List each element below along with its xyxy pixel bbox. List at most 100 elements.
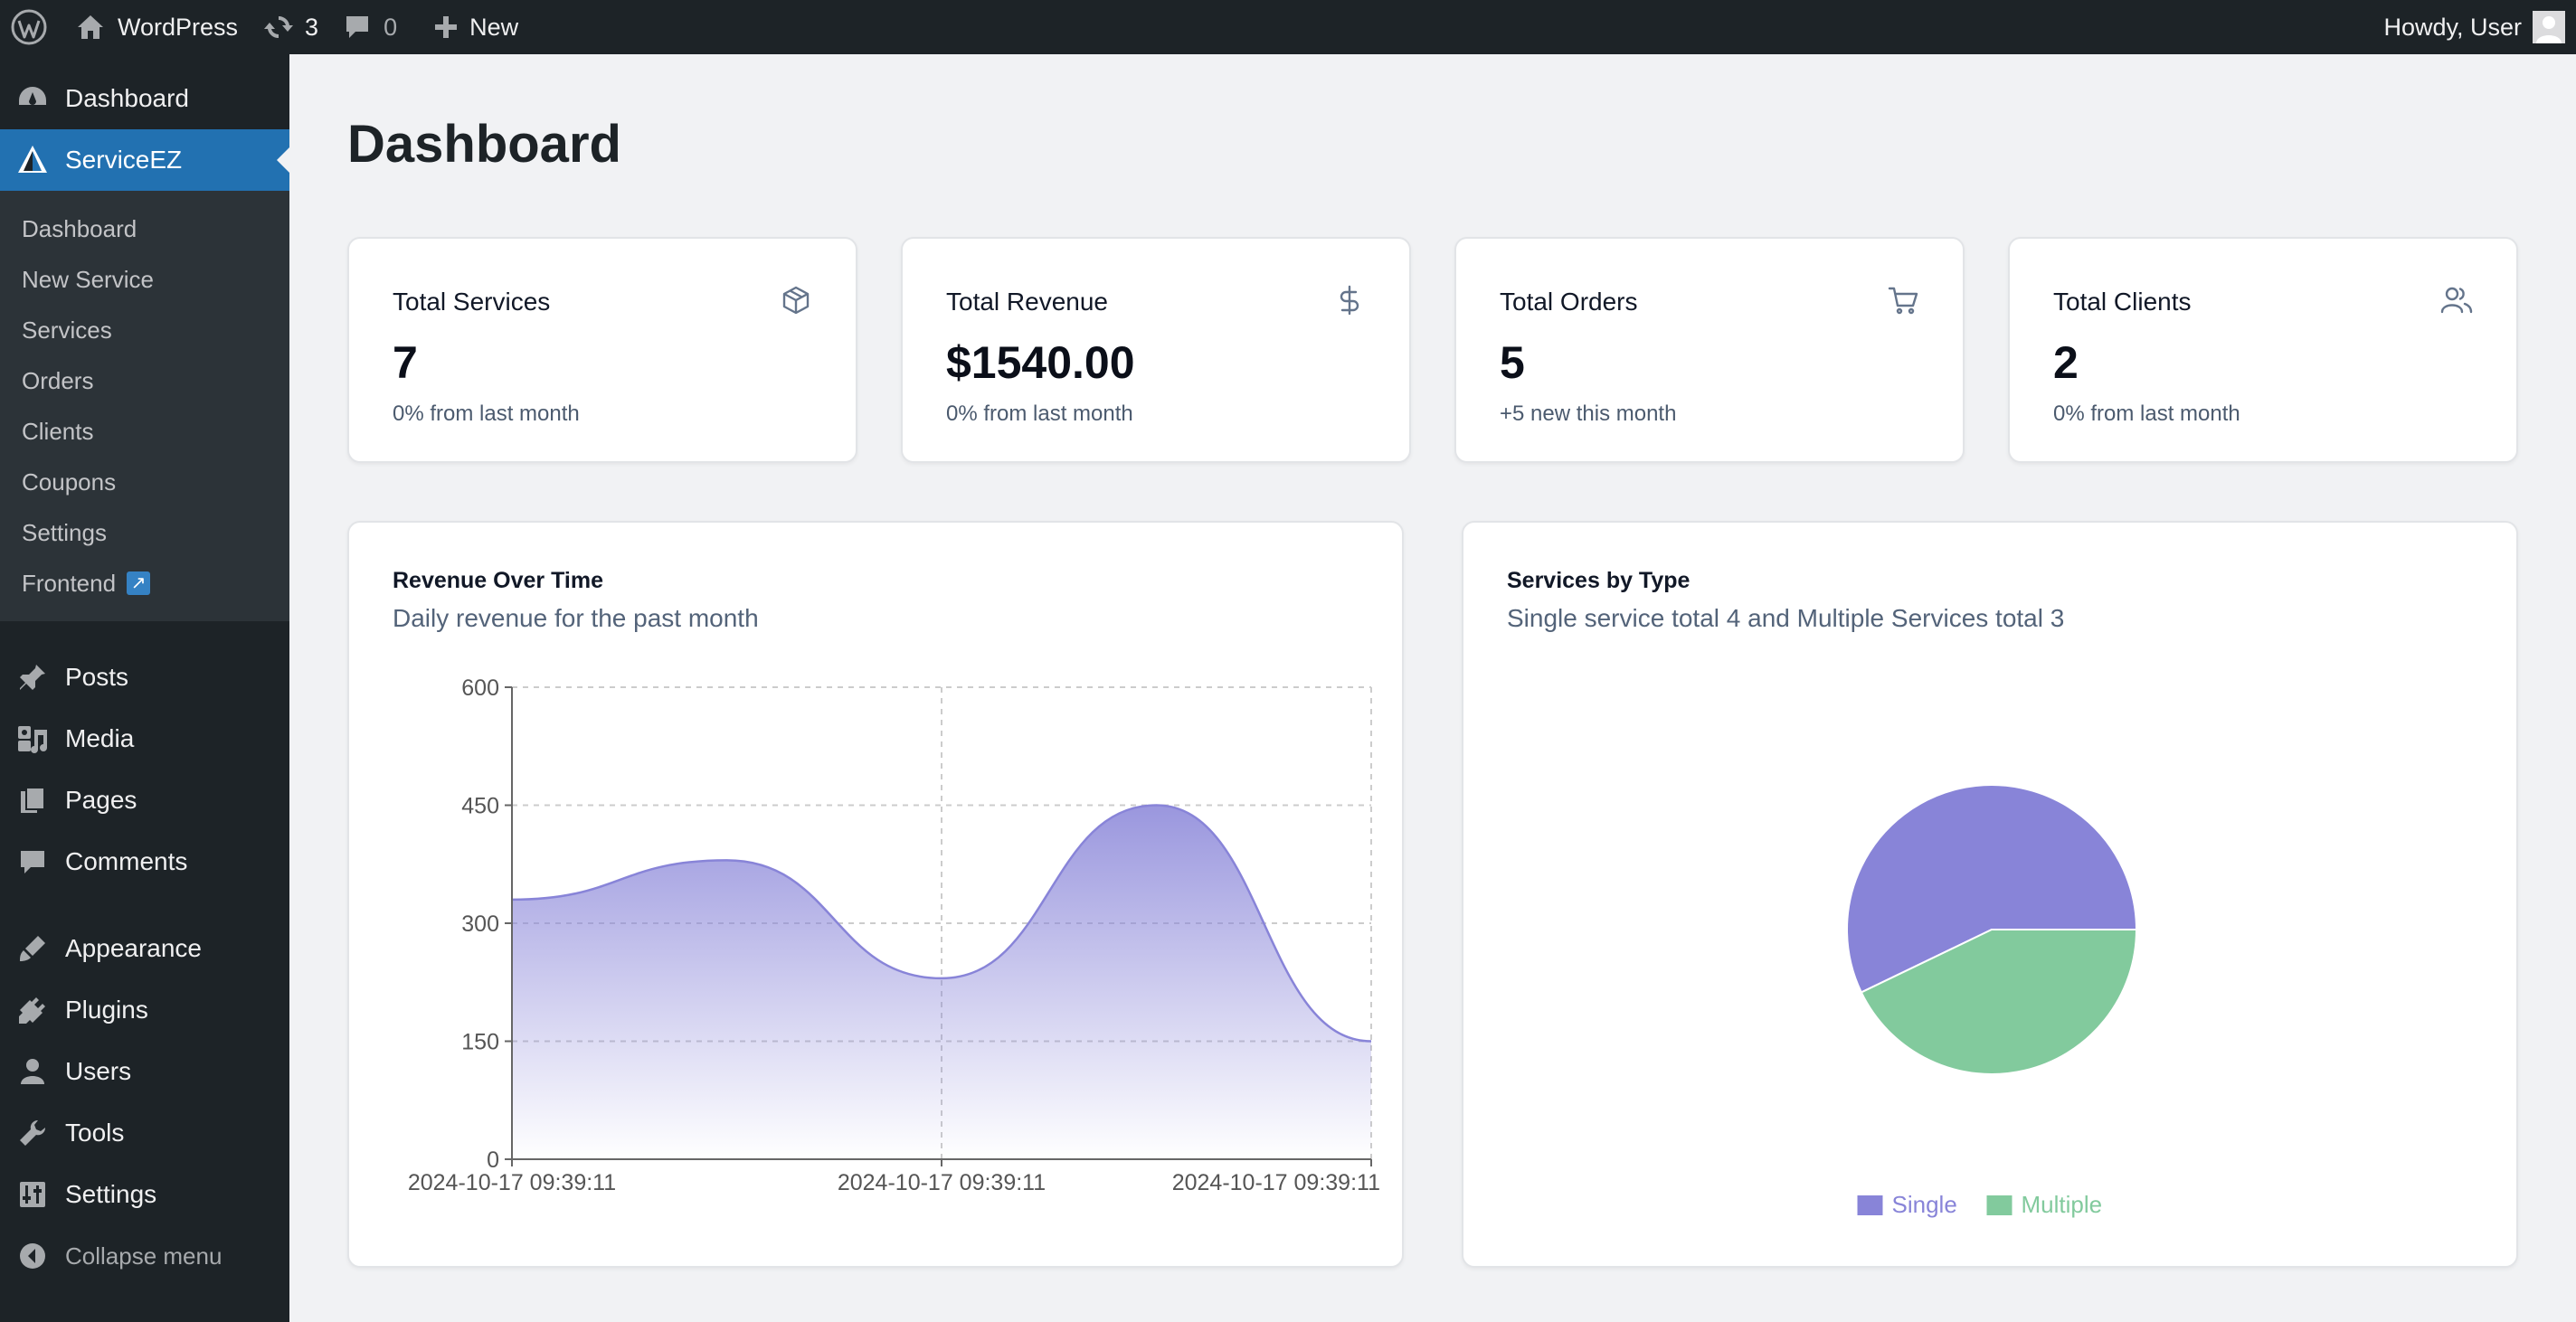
pie-slice-multiple [1860, 929, 2138, 1075]
media-icon [16, 722, 49, 755]
gauge-icon [16, 82, 49, 115]
menu-label: Collapse menu [65, 1242, 223, 1270]
menu-dashboard[interactable]: Dashboard [0, 68, 289, 129]
updates-count: 3 [305, 13, 319, 41]
avatar [2533, 11, 2565, 43]
menu-label: Posts [65, 663, 129, 691]
stat-title: Total Revenue [946, 288, 1109, 316]
submenu-settings[interactable]: Settings [0, 507, 289, 558]
chart-subtitle: Single service total 4 and Multiple Serv… [1507, 604, 2065, 632]
menu-tools[interactable]: Tools [0, 1102, 289, 1164]
comment-icon [16, 845, 49, 878]
settings-sliders-icon [16, 1178, 49, 1211]
comments-link[interactable]: 0 [331, 0, 410, 54]
pie-slice-single [1846, 784, 2138, 994]
submenu-clients[interactable]: Clients [0, 406, 289, 457]
menu-label: Tools [65, 1119, 125, 1147]
stat-value: $1540.00 [946, 337, 1135, 388]
legend-label: Multiple [2022, 1191, 2103, 1218]
submenu-dashboard[interactable]: Dashboard [0, 203, 289, 254]
stat-subtext: +5 new this month [1500, 401, 1677, 426]
menu-pages[interactable]: Pages [0, 770, 289, 831]
pages-icon [16, 784, 49, 817]
menu-label: Settings [65, 1180, 157, 1208]
external-link-icon: ↗ [127, 571, 151, 595]
plus-icon [433, 14, 459, 40]
chart-title: Revenue Over Time [393, 568, 603, 593]
stat-card-revenue: Total Revenue $1540.00 0% from last mont… [901, 237, 1411, 463]
submenu-orders[interactable]: Orders [0, 355, 289, 406]
users-icon [2440, 284, 2473, 316]
collapse-menu-button[interactable]: Collapse menu [0, 1225, 289, 1287]
x-tick-label: 2024-10-17 09:39:11 [408, 1170, 616, 1195]
page-title: Dashboard [347, 115, 621, 174]
account-menu[interactable]: Howdy, User [2371, 0, 2576, 54]
new-content-link[interactable]: New [421, 0, 531, 54]
legend-swatch [1857, 1195, 1883, 1215]
x-tick-label: 2024-10-17 09:39:11 [838, 1170, 1046, 1195]
menu-label: Dashboard [65, 84, 189, 112]
y-tick-label: 150 [461, 1030, 499, 1055]
menu-comments[interactable]: Comments [0, 831, 289, 892]
wordpress-logo-icon[interactable] [0, 0, 63, 54]
x-tick-label: 2024-10-17 09:39:11 [1172, 1170, 1380, 1195]
stat-card-clients: Total Clients 2 0% from last month [2008, 237, 2518, 463]
submenu-label: Orders [22, 366, 94, 394]
legend-swatch [1986, 1195, 2012, 1215]
serviceez-submenu: Dashboard New Service Services Orders Cl… [0, 191, 289, 621]
submenu-frontend[interactable]: Frontend ↗ [0, 558, 289, 609]
menu-media[interactable]: Media [0, 708, 289, 770]
box-icon [780, 284, 812, 316]
submenu-label: Clients [22, 417, 94, 445]
submenu-coupons[interactable]: Coupons [0, 457, 289, 507]
updates-icon [263, 13, 294, 42]
menu-posts[interactable]: Posts [0, 647, 289, 708]
stat-subtext: 0% from last month [946, 401, 1133, 426]
menu-serviceez[interactable]: ServiceEZ [0, 129, 289, 191]
revenue-series-line [511, 804, 1372, 1043]
cart-icon [1887, 284, 1919, 316]
stat-title: Total Orders [1500, 288, 1638, 316]
stat-title: Total Clients [2053, 288, 2192, 316]
menu-plugins[interactable]: Plugins [0, 979, 289, 1041]
menu-label: ServiceEZ [65, 146, 183, 174]
serviceez-logo-icon [16, 144, 49, 176]
menu-appearance[interactable]: Appearance [0, 918, 289, 979]
y-tick-label: 600 [461, 675, 499, 701]
services-type-card: Services by Type Single service total 4 … [1462, 521, 2518, 1268]
stat-card-orders: Total Orders 5 +5 new this month [1454, 237, 1965, 463]
stat-title: Total Services [393, 288, 551, 316]
wrench-icon [16, 1117, 49, 1149]
y-tick-label: 450 [461, 794, 499, 819]
menu-label: Media [65, 724, 135, 752]
revenue-chart-card: Revenue Over Time Daily revenue for the … [347, 521, 1404, 1268]
site-name-link[interactable]: WordPress [63, 0, 251, 54]
updates-link[interactable]: 3 [251, 0, 331, 54]
menu-settings[interactable]: Settings [0, 1164, 289, 1225]
y-tick-label: 0 [487, 1147, 499, 1173]
menu-label: Comments [65, 847, 188, 875]
comment-icon [344, 14, 371, 41]
submenu-label: Services [22, 316, 112, 344]
menu-label: Appearance [65, 934, 203, 962]
legend-label: Single [1892, 1191, 1957, 1218]
revenue-area-chart: 0 150 300 450 600 2024-10-17 09:39:11 2024-10-… [408, 675, 1380, 1195]
y-tick-label: 300 [461, 911, 499, 937]
submenu-label: Dashboard [22, 214, 137, 242]
plug-icon [16, 994, 49, 1026]
submenu-services[interactable]: Services [0, 305, 289, 355]
collapse-arrow-icon [16, 1240, 49, 1272]
admin-bar: WordPress 3 0 New Howdy, User [0, 0, 2576, 54]
submenu-new-service[interactable]: New Service [0, 254, 289, 305]
submenu-label: Coupons [22, 467, 117, 496]
chart-title: Services by Type [1507, 568, 1690, 593]
services-pie-chart: Single Multiple [1846, 784, 2138, 1218]
stat-value: 5 [1500, 337, 1525, 388]
home-icon [76, 14, 105, 41]
greeting: Howdy, User [2383, 13, 2522, 41]
stat-card-services: Total Services 7 0% from last month [347, 237, 857, 463]
dollar-icon [1333, 284, 1366, 316]
menu-users[interactable]: Users [0, 1041, 289, 1102]
revenue-area-fill [512, 805, 1371, 1159]
stat-value: 7 [393, 337, 418, 388]
